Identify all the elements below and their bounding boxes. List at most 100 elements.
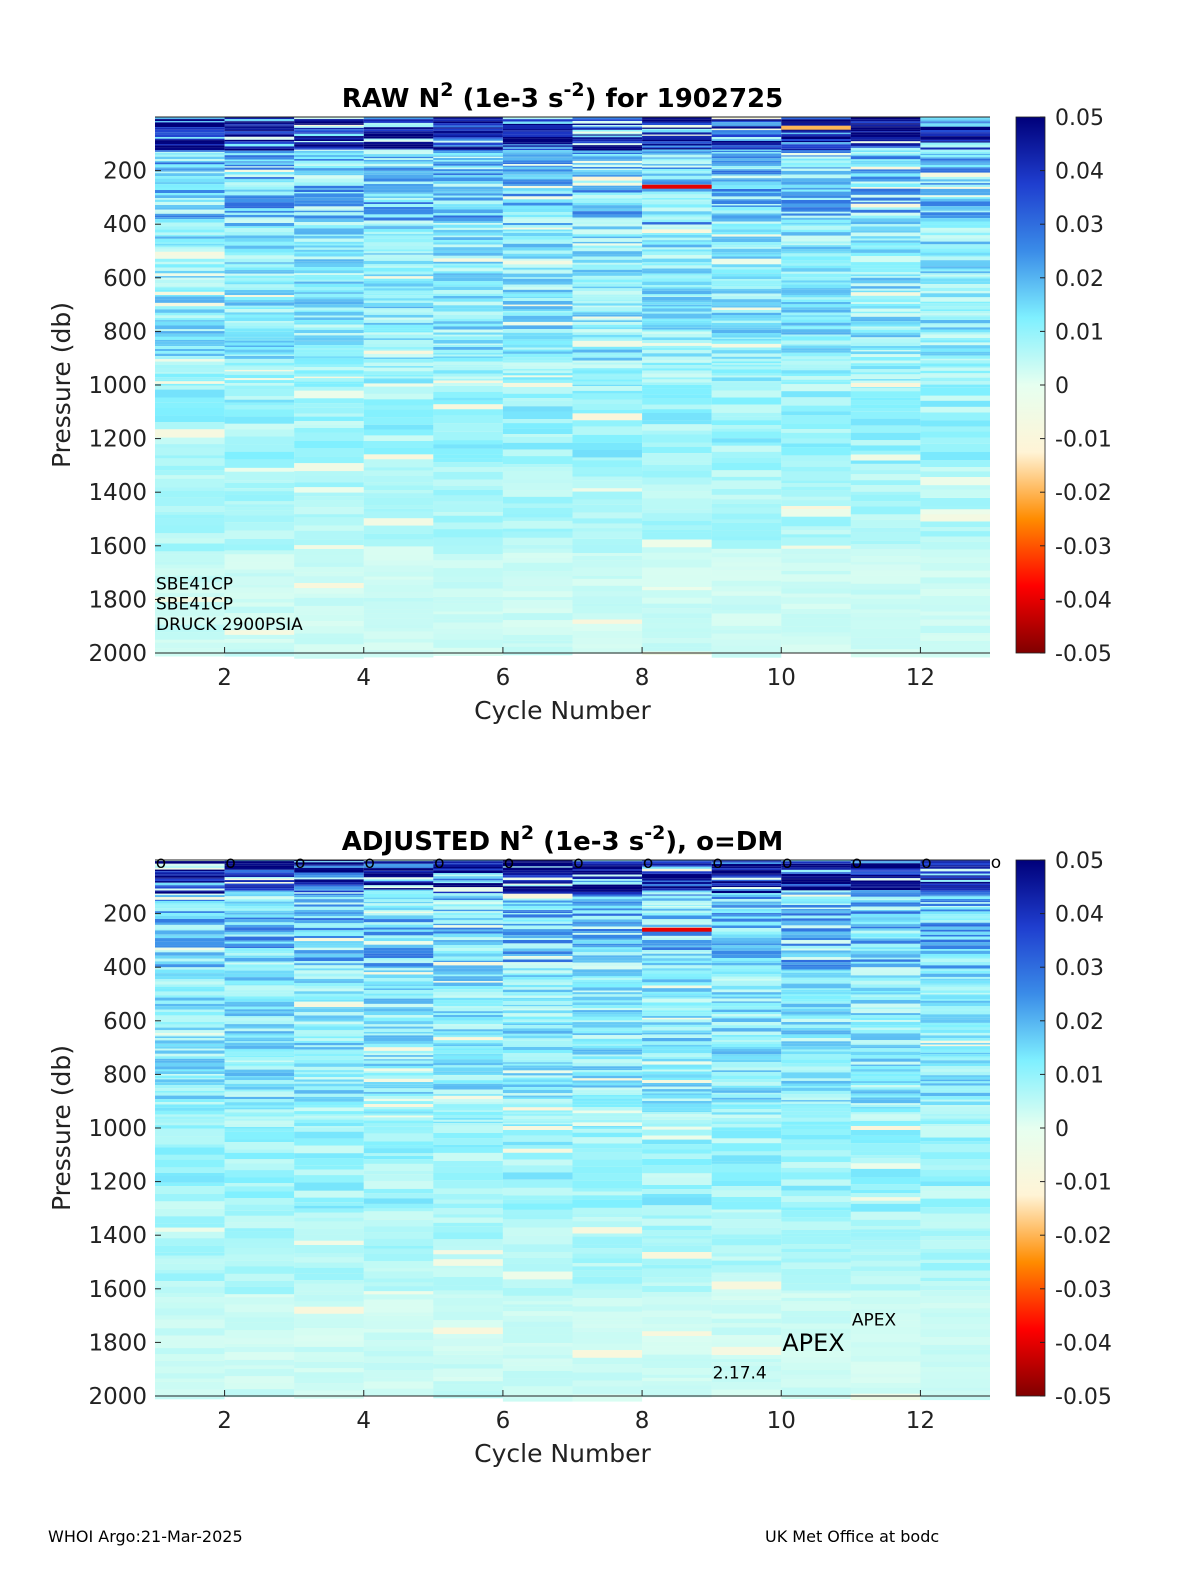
heat-cell — [642, 505, 712, 510]
heat-cell — [433, 576, 503, 582]
heat-cell — [224, 1376, 295, 1383]
heat-cell — [502, 205, 573, 209]
heat-feature — [502, 1126, 573, 1130]
heat-cell — [572, 969, 643, 973]
heat-cell — [642, 1264, 712, 1269]
heat-cell — [363, 924, 434, 928]
heat-cell — [642, 968, 712, 971]
heat-cell — [294, 225, 364, 229]
heat-cell — [920, 939, 990, 943]
heat-cell — [781, 1022, 851, 1025]
y-tick-label: 2000 — [88, 1384, 147, 1410]
heat-cell — [642, 1242, 712, 1246]
heat-cell — [711, 1362, 782, 1366]
heat-cell — [711, 132, 782, 135]
heat-cell — [224, 1037, 295, 1040]
heat-cell — [711, 1327, 782, 1336]
dm-marker: o — [156, 853, 166, 873]
heat-cell — [920, 980, 990, 984]
heat-cell — [502, 1102, 573, 1105]
heat-cell — [502, 1111, 573, 1114]
heat-cell — [433, 923, 503, 926]
heat-cell — [155, 901, 225, 904]
heat-cell — [920, 909, 990, 912]
heat-cell — [781, 483, 851, 487]
heat-cell — [850, 218, 921, 222]
heat-cell — [363, 169, 434, 171]
heat-cell — [850, 176, 921, 179]
heat-cell — [711, 350, 782, 354]
heat-cell — [294, 986, 364, 989]
heat-cell — [850, 324, 921, 327]
heat-cell — [433, 409, 503, 416]
heat-cell — [155, 119, 225, 121]
heat-cell — [572, 1014, 643, 1017]
heat-cell — [850, 408, 921, 412]
heat-cell — [502, 351, 573, 354]
heat-cell — [781, 530, 851, 535]
heat-cell — [363, 508, 434, 512]
heat-cell — [850, 878, 921, 881]
heat-cell — [642, 1235, 712, 1239]
heat-cell — [155, 195, 225, 198]
heat-cell — [224, 565, 295, 570]
heat-cell — [711, 1025, 782, 1029]
heat-cell — [363, 330, 434, 333]
heat-cell — [433, 163, 503, 166]
heat-cell — [224, 1149, 295, 1153]
heat-cell — [502, 1077, 573, 1080]
heat-cell — [920, 124, 990, 127]
heat-cell — [433, 332, 503, 335]
heat-cell — [363, 163, 434, 167]
heat-cell — [502, 1355, 573, 1359]
heat-cell — [363, 324, 434, 329]
heat-cell — [363, 310, 434, 313]
heat-cell — [224, 451, 295, 460]
heat-cell — [155, 910, 225, 912]
heat-cell — [642, 388, 712, 395]
heat-cell — [433, 235, 503, 238]
heat-cell — [781, 874, 851, 877]
heat-cell — [502, 370, 573, 374]
heat-cell — [572, 154, 643, 156]
heat-cell — [155, 967, 225, 970]
heat-cell — [363, 891, 434, 894]
heat-cell — [224, 138, 295, 140]
heat-cell — [363, 598, 434, 602]
heat-cell — [502, 289, 573, 293]
heat-cell — [294, 897, 364, 900]
heat-cell — [781, 343, 851, 346]
dm-marker: o — [643, 853, 653, 873]
heat-cell — [850, 387, 921, 392]
heat-cell — [711, 499, 782, 504]
heat-cell — [433, 1040, 503, 1043]
heat-cell — [572, 488, 643, 492]
heat-cell — [363, 199, 434, 203]
heat-cell — [920, 1032, 990, 1036]
heat-cell — [502, 411, 573, 420]
heat-cell — [920, 1124, 990, 1127]
heat-cell — [781, 271, 851, 274]
heat-cell — [502, 646, 573, 656]
heat-cell — [502, 227, 573, 230]
heat-cell — [781, 962, 851, 965]
heat-cell — [920, 139, 990, 142]
heat-cell — [363, 168, 434, 170]
heat-cell — [572, 876, 643, 880]
heat-cell — [294, 1240, 364, 1245]
heat-cell — [294, 133, 364, 137]
heat-cell — [155, 121, 225, 123]
heat-cell — [711, 1143, 782, 1152]
heat-cell — [711, 207, 782, 211]
heat-cell — [433, 997, 503, 1001]
heat-cell — [155, 285, 225, 288]
heat-cell — [294, 164, 364, 166]
heat-cell — [642, 237, 712, 241]
heat-cell — [155, 415, 225, 423]
heat-cell — [502, 1050, 573, 1054]
heat-cell — [711, 639, 782, 646]
heat-cell — [363, 879, 434, 882]
heat-cell — [224, 1266, 295, 1274]
heat-cell — [294, 212, 364, 216]
heat-cell — [781, 1357, 851, 1363]
